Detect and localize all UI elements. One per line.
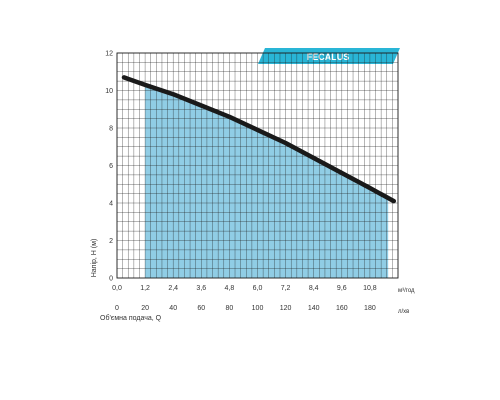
y-tick-label: 0 (109, 276, 113, 283)
axes: Напір, H (м) Об'ємна подача, Q м³/год л/… (90, 51, 415, 323)
x-axis-label: Об'ємна подача, Q (100, 314, 162, 322)
x-unit-bottom: л/хв (398, 309, 409, 315)
plot-frame (116, 52, 399, 279)
x-tick-label-bottom: 60 (197, 305, 205, 312)
x-tick-label-top: 7,2 (281, 285, 291, 292)
x-tick-label-bottom: 140 (308, 305, 320, 312)
y-tick-label: 12 (105, 51, 113, 58)
x-tick-label-bottom: 100 (252, 305, 264, 312)
x-tick-label-top: 0,0 (112, 285, 122, 292)
x-tick-label-top: 3,6 (196, 285, 206, 292)
x-tick-label-bottom: 40 (169, 305, 177, 312)
y-tick-label: 2 (109, 238, 113, 245)
y-tick-label: 8 (109, 126, 113, 133)
y-tick-label: 4 (109, 201, 113, 208)
performance-curve (121, 75, 397, 204)
x-tick-label-bottom: 0 (115, 305, 119, 312)
x-tick-label-top: 8,4 (309, 285, 319, 292)
x-tick-label-bottom: 20 (141, 305, 149, 312)
operating-range-fill (145, 84, 389, 278)
x-tick-label-bottom: 120 (280, 305, 292, 312)
title-badge: FECALUS (258, 48, 400, 64)
x-tick-label-top: 1,2 (140, 285, 150, 292)
y-tick-label: 6 (109, 163, 113, 170)
x-unit-top: м³/год (398, 288, 415, 294)
x-tick-label-top: 4,8 (225, 285, 235, 292)
x-tick-label-bottom: 180 (364, 305, 376, 312)
y-tick-label: 10 (105, 88, 113, 95)
x-tick-label-top: 2,4 (168, 285, 178, 292)
x-tick-label-top: 9,6 (337, 285, 347, 292)
x-tick-label-bottom: 80 (226, 305, 234, 312)
x-tick-label-top: 10,8 (363, 285, 377, 292)
x-tick-label-top: 6,0 (253, 285, 263, 292)
x-tick-label-bottom: 160 (336, 305, 348, 312)
plot-area (116, 52, 399, 279)
chart-title: FECALUS (307, 52, 350, 62)
y-axis-label: Напір, H (м) (90, 239, 98, 278)
